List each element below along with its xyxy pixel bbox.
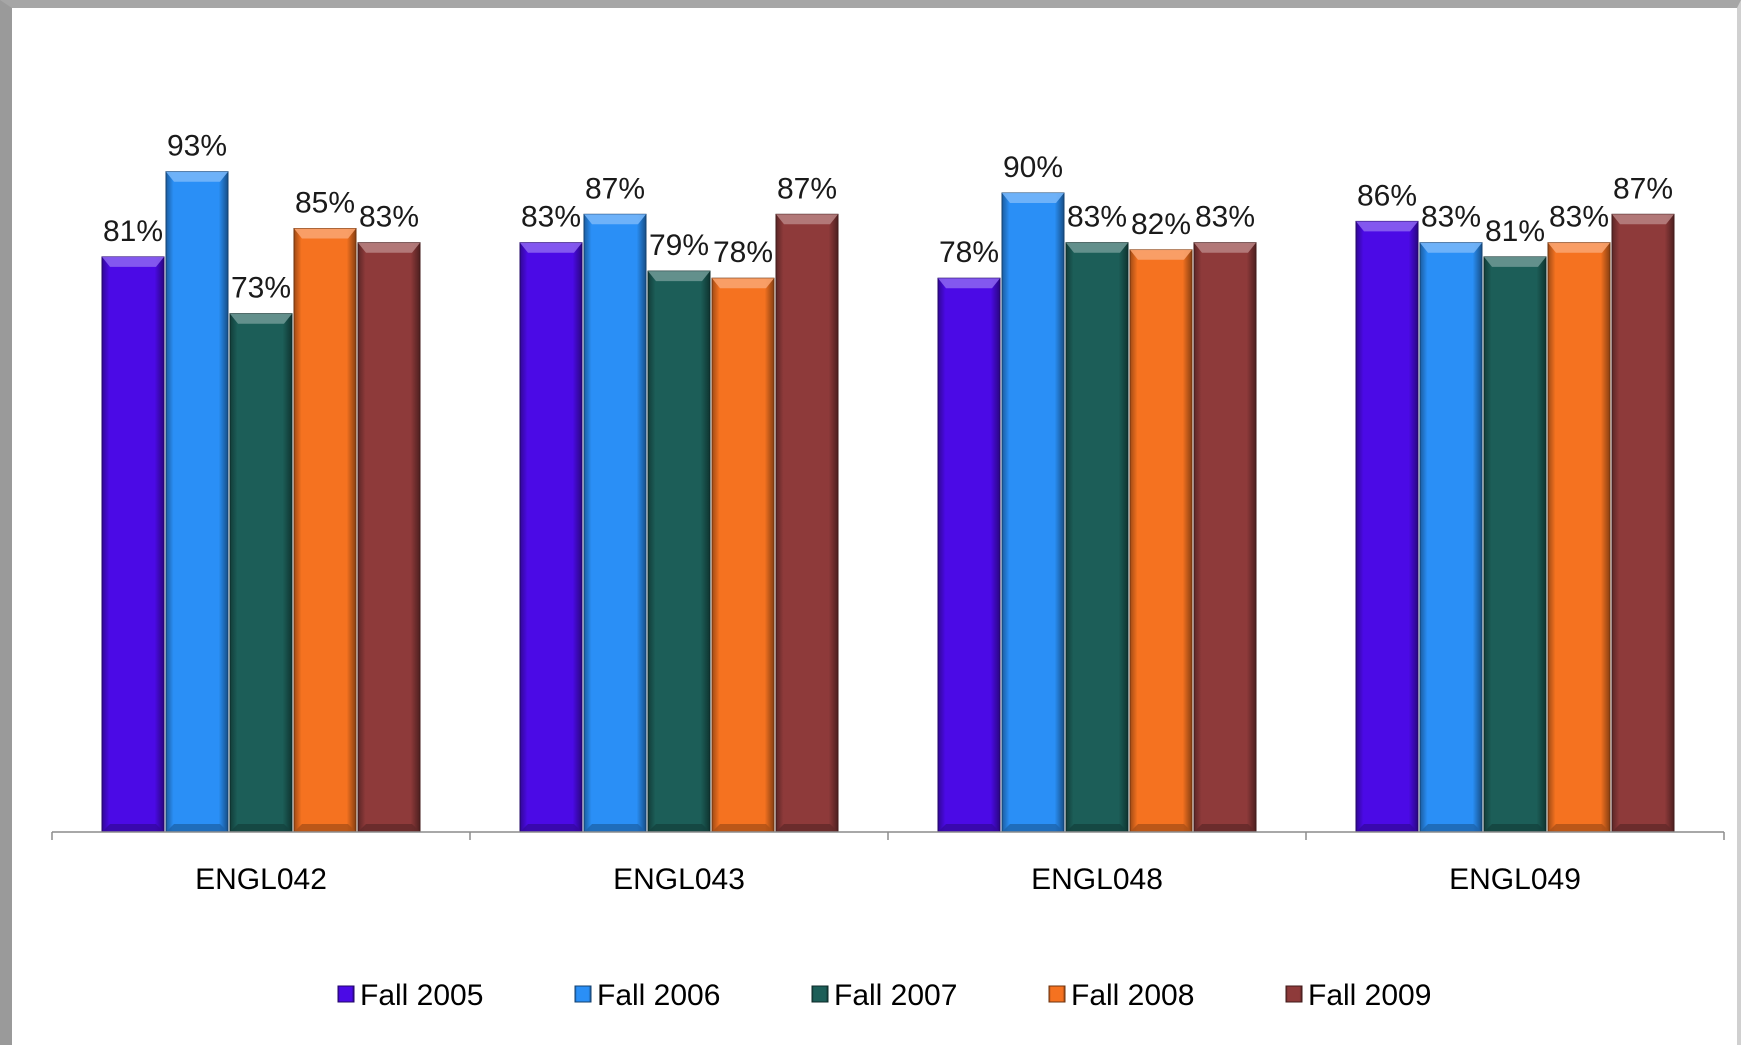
data-label: 87% [1613, 172, 1673, 205]
bar-engl048-fall-2008 [1129, 249, 1193, 833]
bar-engl042-fall-2005 [101, 256, 165, 833]
bar-engl048-fall-2007 [1065, 242, 1129, 833]
category-label: ENGL048 [1031, 863, 1163, 896]
bar-engl043-fall-2008 [711, 277, 775, 833]
data-labels-layer: 81%93%73%85% 83% 83%87%79% 78%87%78%90%83% 8… [103, 130, 1673, 305]
data-label: 83% [1421, 201, 1481, 234]
legend-swatch [811, 985, 829, 1003]
bar-engl049-fall-2009 [1611, 213, 1675, 833]
data-label: 78% [713, 236, 773, 269]
bar-engl043-fall-2009 [775, 213, 839, 833]
legend-swatch [1285, 985, 1303, 1003]
data-label: 83% [1549, 201, 1609, 234]
bar-engl043-fall-2005 [519, 242, 583, 833]
legend-swatch [337, 985, 355, 1003]
bar-engl042-fall-2007 [229, 313, 293, 833]
data-label: 78% [939, 236, 999, 269]
bar-engl043-fall-2007 [647, 270, 711, 833]
data-label: 87% [585, 172, 645, 205]
category-label: ENGL042 [195, 863, 327, 896]
legend-label: Fall 2009 [1308, 979, 1431, 1012]
data-label: 82% [1131, 208, 1191, 241]
legend-label: Fall 2005 [360, 979, 483, 1012]
bar-engl042-fall-2006 [165, 171, 229, 833]
legend-item-fall-2008: Fall 2008 [1048, 979, 1194, 1012]
data-label: 86% [1357, 179, 1417, 212]
data-label: 79% [649, 229, 709, 262]
bar-engl048-fall-2009 [1193, 242, 1257, 833]
data-label: 87% [777, 172, 837, 205]
legend-swatch [1048, 985, 1066, 1003]
data-label: 83% [1067, 201, 1127, 234]
bar-engl048-fall-2005 [937, 277, 1001, 833]
category-label: ENGL049 [1449, 863, 1581, 896]
legend-swatch [574, 985, 592, 1003]
data-label: 81% [1485, 215, 1545, 248]
legend-label: Fall 2007 [834, 979, 957, 1012]
legend-item-fall-2005: Fall 2005 [337, 979, 483, 1012]
bar-engl049-fall-2008 [1547, 242, 1611, 833]
data-label: 83% [359, 201, 419, 234]
legend-label: Fall 2006 [597, 979, 720, 1012]
data-label: 85% [295, 187, 355, 220]
legend: Fall 2005 Fall 2006 Fall 2007 Fall 2008 Fall… [337, 979, 1431, 1012]
legend-item-fall-2009: Fall 2009 [1285, 979, 1431, 1012]
bar-chart: 81%93%73%85% 83% 83%87%79% 78%87%78%90%83% 8… [51, 130, 1725, 1012]
x-axis: ENGL042 ENGL043 ENGL048 ENGL049 [51, 831, 1725, 896]
bar-engl043-fall-2006 [583, 213, 647, 833]
data-label: 83% [1195, 201, 1255, 234]
data-label: 83% [521, 201, 581, 234]
legend-item-fall-2006: Fall 2006 [574, 979, 720, 1012]
legend-item-fall-2007: Fall 2007 [811, 979, 957, 1012]
data-label: 73% [231, 272, 291, 305]
data-label: 90% [1003, 151, 1063, 184]
bar-engl042-fall-2009 [357, 242, 421, 833]
category-label: ENGL043 [613, 863, 745, 896]
bar-engl049-fall-2006 [1419, 242, 1483, 833]
legend-label: Fall 2008 [1071, 979, 1194, 1012]
bar-engl048-fall-2006 [1001, 192, 1065, 833]
data-label: 81% [103, 215, 163, 248]
bar-engl049-fall-2005 [1355, 220, 1419, 833]
bars-layer [101, 171, 1675, 833]
data-label: 93% [167, 130, 227, 163]
bar-engl042-fall-2008 [293, 228, 357, 833]
bar-engl049-fall-2007 [1483, 256, 1547, 833]
